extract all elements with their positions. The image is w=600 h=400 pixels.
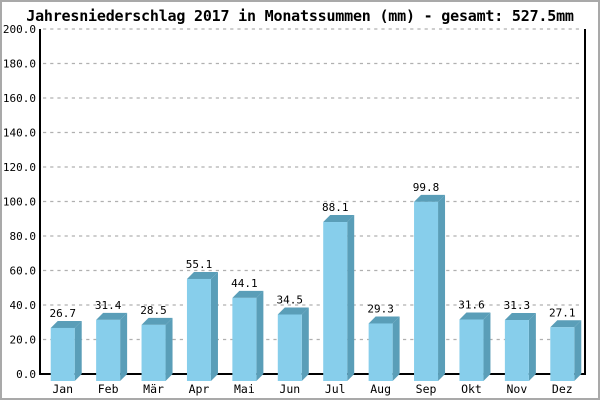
x-tick-label: Feb (98, 382, 119, 396)
y-tick-label: 200.0 (3, 23, 36, 36)
bar-value-label: 44.1 (231, 277, 258, 290)
x-tick-label: Jan (52, 382, 73, 396)
y-tick-label: 40.0 (10, 299, 37, 312)
bar-value-label: 27.1 (549, 306, 576, 319)
bar-side-face (392, 316, 400, 381)
bar-front-face (232, 297, 257, 381)
bar-side-face (438, 194, 446, 381)
x-tick-label: Mai (234, 382, 255, 396)
bar-value-label: 29.3 (367, 302, 394, 315)
bar-side-face (574, 320, 582, 381)
bar-top-face (414, 194, 446, 202)
y-axis-labels: 0.0 20.0 40.0 60.0 80.0 100.0 120.0 140.0 160.0 1… (3, 23, 36, 381)
bar-top-face (277, 307, 309, 315)
bar-value-label: 31.4 (95, 299, 122, 312)
bar-group-Mär: 28.5 (140, 304, 173, 381)
bar-front-face (368, 323, 393, 381)
bar-value-label: 31.6 (458, 298, 485, 311)
bar-top-face (504, 313, 536, 321)
bar-front-face (550, 327, 575, 381)
bar-group-Jan: 26.7 (49, 307, 82, 381)
bar-value-label: 34.5 (277, 293, 304, 306)
bar-group-Sep: 99.8 (413, 181, 446, 381)
bar-group-Mai: 44.1 (231, 277, 264, 381)
bar-group-Dez: 27.1 (549, 306, 582, 381)
bar-side-face (301, 307, 309, 381)
bar-value-label: 28.5 (140, 304, 167, 317)
bar-group-Nov: 31.3 (504, 299, 536, 381)
bar-top-face (368, 316, 400, 324)
y-tick-label: 0.0 (16, 368, 36, 381)
bar-value-label: 99.8 (413, 181, 440, 194)
x-tick-label: Nov (506, 382, 527, 396)
gridlines (43, 28, 583, 341)
bar-front-face (277, 314, 302, 381)
bar-front-face (459, 319, 484, 381)
x-tick-label: Jun (279, 382, 300, 396)
bar-front-face (414, 201, 439, 381)
bar-value-label: 31.3 (504, 299, 531, 312)
bar-group-Aug: 29.3 (367, 302, 400, 381)
bar-front-face (141, 324, 166, 381)
bar-group-Apr: 55.1 (186, 258, 218, 381)
bar-side-face (74, 320, 82, 381)
bar-front-face (504, 320, 529, 381)
bar-side-face (165, 317, 173, 381)
y-tick-label: 100.0 (3, 196, 36, 209)
bar-top-face (186, 271, 218, 279)
y-tick-label: 60.0 (10, 265, 37, 278)
y-tick-label: 180.0 (3, 58, 36, 71)
x-tick-label: Jul (325, 382, 346, 396)
y-tick-label: 140.0 (3, 127, 36, 140)
bar-front-face (50, 327, 75, 381)
x-tick-label: Dez (552, 382, 573, 396)
bar-value-label: 88.1 (322, 201, 349, 214)
bar-top-face (550, 320, 582, 328)
bar-top-face (232, 290, 264, 298)
x-tick-label: Aug (370, 382, 391, 396)
bar-top-face (50, 320, 82, 328)
bar-value-label: 55.1 (186, 258, 213, 271)
bar-group-Okt: 31.6 (458, 298, 491, 381)
bar-value-label: 26.7 (49, 307, 76, 320)
bar-top-face (323, 215, 355, 223)
bar-top-face (96, 312, 128, 320)
bar-group-Jul: 88.1 (322, 201, 355, 381)
bar-side-face (347, 215, 355, 381)
x-tick-label: Okt (461, 382, 482, 396)
bar-group-Jun: 34.5 (277, 293, 309, 381)
y-tick-label: 80.0 (10, 230, 37, 243)
y-tick-label: 120.0 (3, 161, 36, 174)
y-tick-label: 20.0 (10, 334, 37, 347)
chart-title: Jahresniederschlag 2017 in Monatssummen … (26, 7, 574, 25)
y-tick-label: 160.0 (3, 92, 36, 105)
x-axis-labels: Jan Feb Mär Apr Mai Jun Jul Aug Sep Okt Nov Dez (52, 382, 572, 396)
bar-front-face (96, 319, 121, 381)
x-tick-label: Apr (189, 382, 210, 396)
x-tick-label: Sep (416, 382, 437, 396)
bar-top-face (141, 317, 173, 325)
bar-side-face (210, 271, 218, 381)
bar-side-face (528, 313, 536, 381)
bar-group-Feb: 31.4 (95, 299, 128, 381)
bars: 26.7 31.4 28.5 55.1 44.1 34.5 88.1 29.3 99.8 31.6… (49, 181, 582, 381)
bar-side-face (483, 312, 491, 381)
x-tick-label: Mär (143, 382, 164, 396)
bar-side-face (120, 312, 128, 381)
bar-top-face (459, 312, 491, 320)
bar-front-face (323, 222, 348, 381)
bar-front-face (186, 278, 211, 381)
bar-side-face (256, 290, 264, 381)
